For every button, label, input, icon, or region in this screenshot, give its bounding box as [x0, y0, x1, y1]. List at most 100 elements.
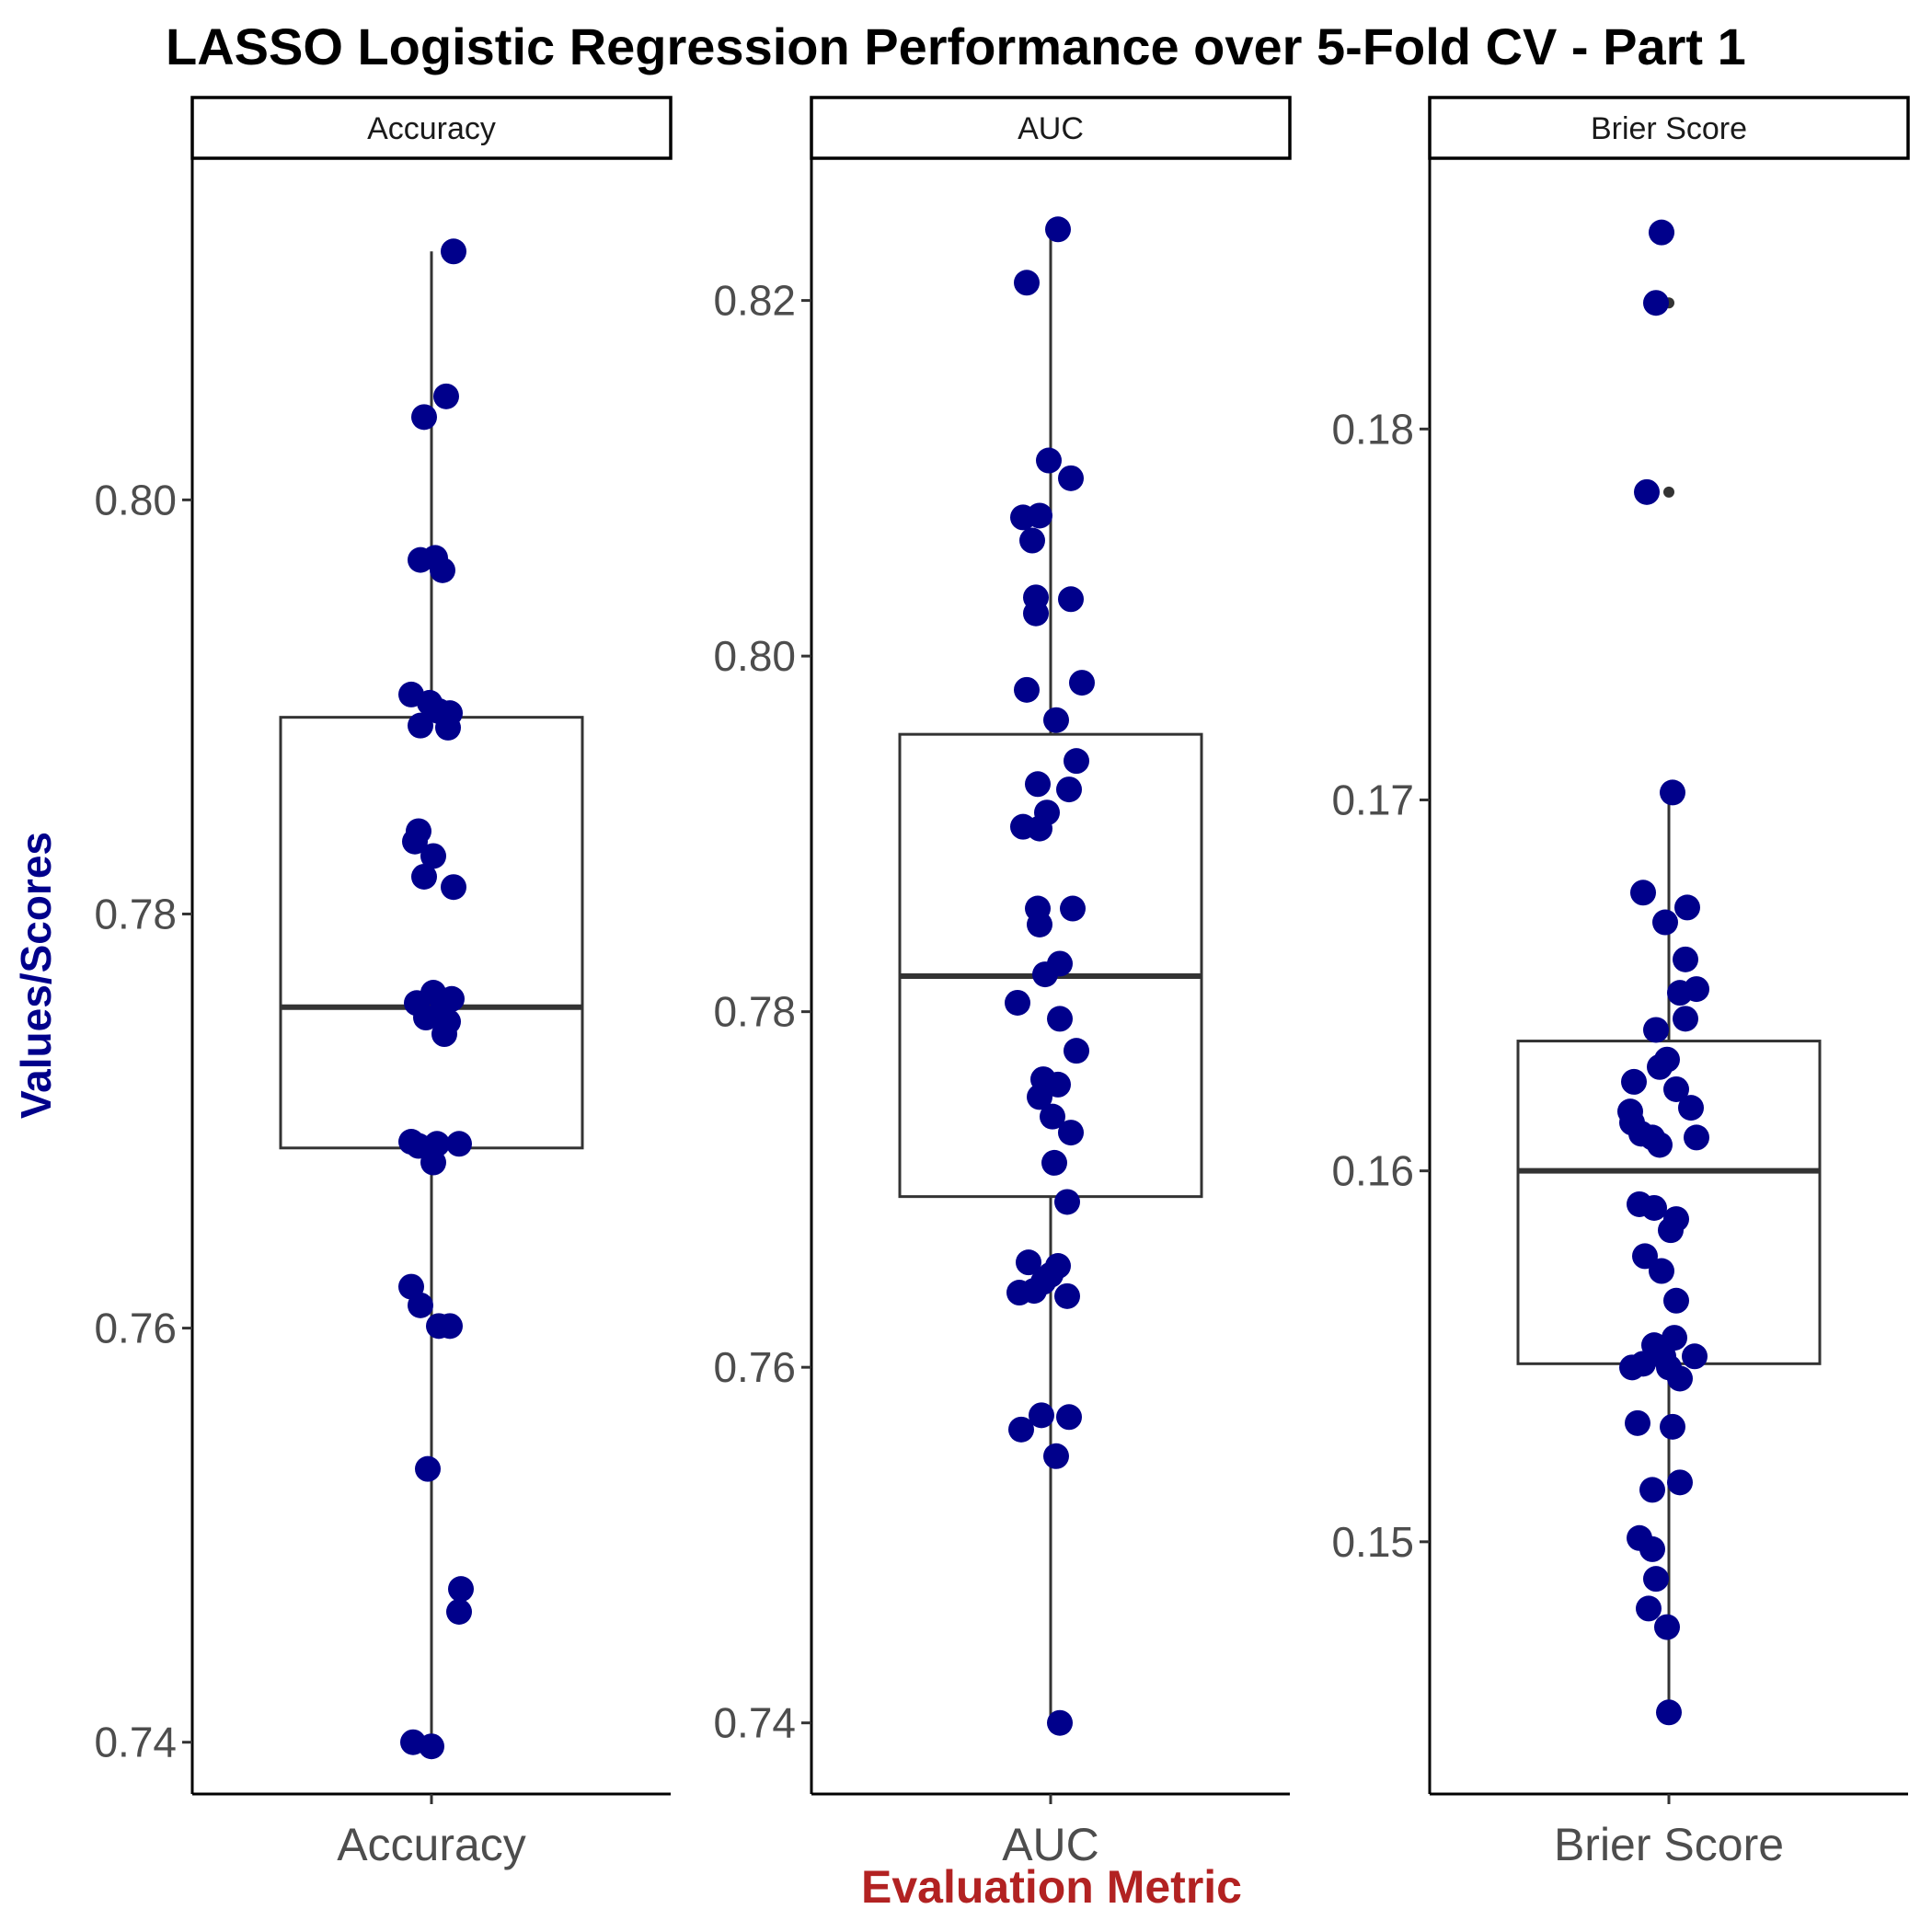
y-tick-label: 0.80	[713, 632, 796, 680]
data-point	[1032, 961, 1058, 988]
data-point	[1027, 1084, 1052, 1110]
data-point	[1047, 1709, 1073, 1736]
data-point	[1014, 676, 1040, 703]
y-tick-label: 0.15	[1331, 1518, 1414, 1566]
facet-strip	[1428, 96, 1910, 160]
y-tick-label: 0.82	[713, 277, 796, 325]
data-point	[1058, 586, 1084, 613]
data-point	[1069, 670, 1095, 696]
data-point	[1029, 1402, 1054, 1429]
data-point	[1632, 1243, 1658, 1270]
data-point	[1064, 748, 1089, 775]
data-point	[1639, 1535, 1665, 1562]
data-point	[1654, 1614, 1680, 1640]
data-point	[1636, 1595, 1662, 1622]
data-point	[1008, 1416, 1034, 1443]
facet-panel: Accuracy 0.74 0.76 0.78 0.80 Accuracy	[94, 96, 673, 1870]
data-point	[408, 1292, 433, 1318]
chart-title: LASSO Logistic Regression Performance ov…	[166, 17, 1746, 75]
facet-panels: Accuracy 0.74 0.76 0.78 0.80 Accuracy AUC 0.74 0…	[94, 96, 1910, 1870]
data-point	[1656, 1699, 1682, 1726]
data-point	[1054, 1282, 1080, 1309]
data-point	[1058, 465, 1084, 491]
data-point	[1630, 1351, 1656, 1377]
data-point	[1639, 1477, 1665, 1503]
data-point	[448, 1576, 474, 1603]
data-point	[446, 1598, 472, 1625]
data-point	[1027, 502, 1052, 529]
data-point	[1667, 980, 1693, 1006]
data-point	[402, 828, 428, 855]
data-point	[1634, 478, 1660, 505]
data-point	[1652, 909, 1678, 936]
data-point	[415, 1455, 441, 1482]
data-point	[1014, 270, 1040, 296]
y-axis-label: Values/Scores	[12, 832, 60, 1119]
data-point	[1027, 815, 1052, 842]
y-tick-label: 0.78	[94, 890, 177, 937]
data-point	[1041, 1149, 1067, 1176]
data-point	[1023, 600, 1049, 627]
x-tick-label: AUC	[1002, 1819, 1099, 1870]
data-point	[1643, 290, 1669, 316]
data-point	[1021, 1278, 1047, 1305]
data-point	[1647, 1053, 1673, 1080]
data-point	[408, 546, 433, 573]
data-point	[419, 1733, 444, 1760]
data-point	[1643, 1017, 1669, 1043]
data-point	[1625, 1409, 1650, 1436]
data-point	[1662, 1325, 1687, 1351]
data-point	[1005, 989, 1030, 1016]
y-tick-label: 0.17	[1331, 776, 1414, 823]
data-point	[1649, 1258, 1674, 1284]
data-point	[1047, 1006, 1073, 1032]
data-point	[1056, 1404, 1082, 1431]
facet-strip	[190, 96, 673, 160]
data-point	[1056, 776, 1082, 803]
data-point	[1060, 895, 1086, 922]
data-point	[1660, 1413, 1685, 1440]
data-point	[411, 863, 437, 890]
data-point	[408, 712, 433, 739]
facet-strip	[810, 96, 1292, 160]
facet-strip-label: Brier Score	[1591, 111, 1747, 146]
data-point	[1660, 779, 1685, 806]
y-tick-label: 0.76	[94, 1305, 177, 1352]
data-point	[1621, 1068, 1647, 1095]
facet-panel: AUC 0.74 0.76 0.78 0.80 0.82 AUC	[713, 96, 1292, 1870]
data-point	[433, 383, 459, 409]
data-point	[1630, 880, 1656, 906]
data-point	[1658, 1217, 1684, 1244]
y-tick-label: 0.16	[1331, 1147, 1414, 1195]
data-point	[1040, 1103, 1065, 1130]
x-tick-label: Accuracy	[337, 1819, 526, 1870]
data-point	[1045, 1071, 1071, 1098]
y-tick-label: 0.78	[713, 988, 796, 1036]
data-point	[420, 843, 446, 869]
data-point	[1647, 1132, 1673, 1158]
data-point	[1043, 707, 1069, 733]
facet-strip-label: Accuracy	[367, 111, 496, 146]
data-point	[1058, 1120, 1084, 1146]
data-point	[1678, 1095, 1704, 1121]
data-point	[1019, 527, 1045, 554]
data-point	[1036, 447, 1062, 474]
facet-strip-label: AUC	[1018, 111, 1084, 146]
data-point	[441, 874, 466, 901]
data-point	[1643, 1566, 1669, 1593]
data-point	[1663, 1075, 1689, 1102]
data-point	[411, 404, 437, 431]
data-point	[1043, 1443, 1069, 1469]
data-point	[413, 1005, 439, 1031]
data-point	[446, 1131, 472, 1157]
data-point	[1682, 1343, 1708, 1370]
data-point	[1663, 1287, 1689, 1314]
data-point	[1649, 219, 1674, 246]
y-tick-label: 0.18	[1331, 405, 1414, 453]
data-point	[1673, 946, 1698, 972]
outlier-point	[1663, 486, 1674, 498]
data-point	[1641, 1194, 1667, 1221]
data-point	[437, 1313, 463, 1340]
data-point	[441, 238, 466, 265]
